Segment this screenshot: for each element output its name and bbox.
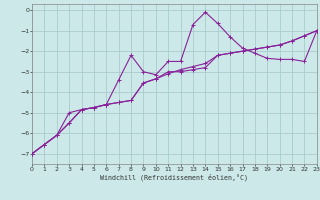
X-axis label: Windchill (Refroidissement éolien,°C): Windchill (Refroidissement éolien,°C) — [100, 174, 248, 181]
